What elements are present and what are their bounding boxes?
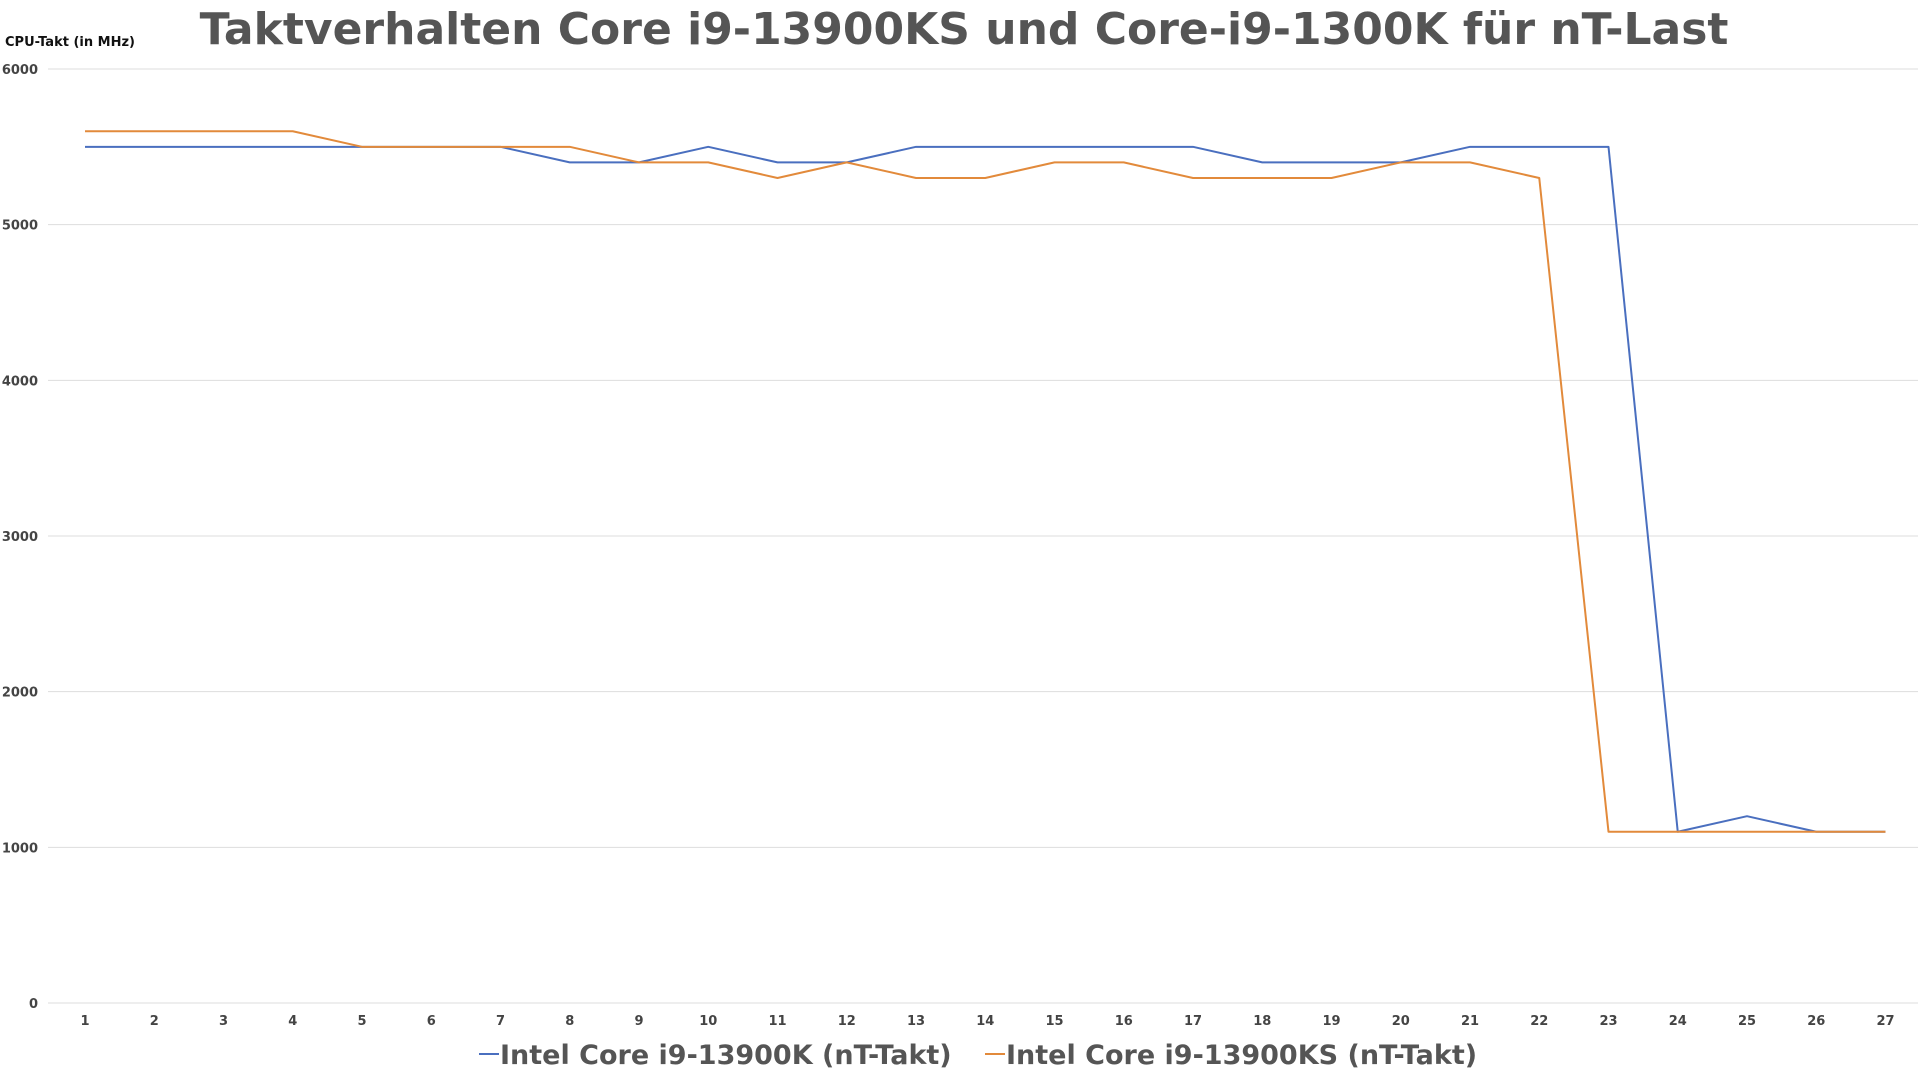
x-tick-label: 8 <box>565 1014 574 1029</box>
x-tick-label: 18 <box>1253 1014 1271 1029</box>
series-lines <box>85 130 1886 833</box>
x-tick-label: 20 <box>1392 1014 1410 1029</box>
x-tick-label: 2 <box>150 1014 159 1029</box>
x-tick-label: 4 <box>288 1014 297 1029</box>
series-line-1 <box>85 130 1886 833</box>
x-tick-label: 22 <box>1530 1014 1548 1029</box>
legend-label-13900k: Intel Core i9-13900K (nT-Takt) <box>500 1040 952 1071</box>
x-axis-ticks: 1 2 3 4 5 6 7 8 9 10 11 12 13 14 15 16 17 18 19 20 21 22 23 24 2… <box>80 1014 1894 1029</box>
legend: Intel Core i9-13900K (nT-Takt) Intel Cor… <box>479 1040 1477 1071</box>
x-tick-label: 27 <box>1876 1014 1894 1029</box>
y-axis-ticks: 0 1000 2000 3000 4000 5000 6000 <box>2 63 38 1012</box>
x-tick-label: 14 <box>976 1014 994 1029</box>
chart-title: Taktverhalten Core i9-13900KS und Core-i… <box>200 4 1729 55</box>
y-tick-label: 4000 <box>2 374 38 389</box>
x-tick-label: 16 <box>1115 1014 1133 1029</box>
x-tick-label: 1 <box>80 1014 89 1029</box>
x-tick-label: 6 <box>427 1014 436 1029</box>
legend-label-13900ks: Intel Core i9-13900KS (nT-Takt) <box>1006 1040 1477 1071</box>
x-tick-label: 7 <box>496 1014 505 1029</box>
y-tick-label: 0 <box>29 997 38 1012</box>
x-tick-label: 9 <box>634 1014 643 1029</box>
y-tick-label: 1000 <box>2 841 38 856</box>
x-tick-label: 26 <box>1807 1014 1825 1029</box>
x-tick-label: 21 <box>1461 1014 1479 1029</box>
gridlines <box>48 68 1918 1004</box>
x-tick-label: 23 <box>1599 1014 1617 1029</box>
x-tick-label: 13 <box>907 1014 925 1029</box>
x-tick-label: 25 <box>1738 1014 1756 1029</box>
x-tick-label: 12 <box>838 1014 856 1029</box>
x-tick-label: 15 <box>1045 1014 1063 1029</box>
y-tick-label: 6000 <box>2 63 38 78</box>
y-tick-label: 3000 <box>2 530 38 545</box>
y-tick-label: 2000 <box>2 686 38 701</box>
x-tick-label: 24 <box>1669 1014 1687 1029</box>
x-tick-label: 5 <box>357 1014 366 1029</box>
x-tick-label: 3 <box>219 1014 228 1029</box>
x-tick-label: 19 <box>1322 1014 1340 1029</box>
x-tick-label: 11 <box>768 1014 786 1029</box>
x-tick-label: 10 <box>699 1014 717 1029</box>
series-line-0 <box>85 145 1886 833</box>
y-tick-label: 5000 <box>2 219 38 234</box>
y-axis-label: CPU-Takt (in MHz) <box>5 35 135 50</box>
x-tick-label: 17 <box>1184 1014 1202 1029</box>
